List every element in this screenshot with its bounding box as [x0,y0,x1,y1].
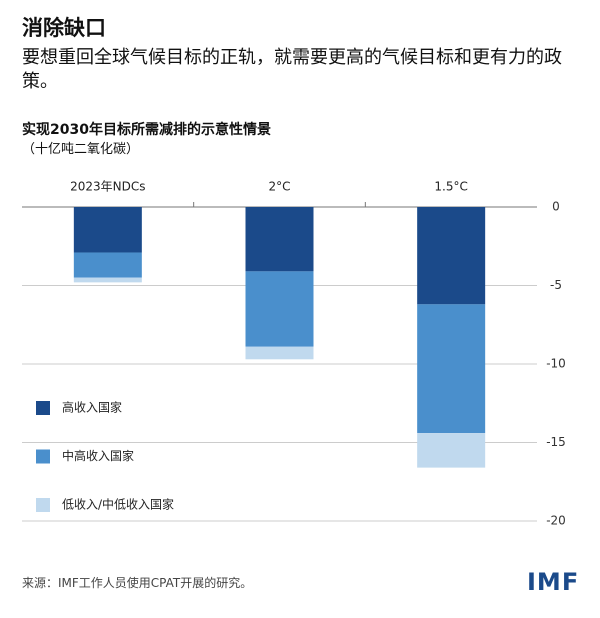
bar-segment [73,207,142,253]
legend-swatch [36,401,50,415]
x-tick-label: 1.5°C [434,180,467,194]
title: 消除缺口 [22,16,106,40]
legend-swatch [36,449,50,464]
bar-segment [417,207,486,305]
legend-label: 低收入/中低收入国家 [62,497,174,512]
bar-segment [73,252,142,278]
bar-segment [73,277,142,283]
legend-swatch [36,498,50,512]
y-tick-label: -20 [546,514,566,528]
legend-label: 中高收入国家 [62,448,134,463]
bar-segment [417,304,486,434]
y-tick-label: -10 [546,357,566,371]
source: 来源：IMF工作人员使用CPAT开展的研究。 [22,576,253,590]
x-tick-label: 2023年NDCs [70,180,145,194]
y-tick-label: -5 [550,278,562,292]
logo: IMF [527,568,580,596]
bar-segment [245,346,314,360]
chart-title: 实现2030年目标所需减排的示意性情景 [22,122,271,138]
x-tick-label: 2°C [268,180,290,194]
unit-label: （十亿吨二氧化碳） [22,142,140,157]
y-tick-label: -15 [546,435,566,449]
y-tick-label: 0 [552,200,560,214]
chart: 0 -5 -10 -15 -20 2023年NDCs 2°C 1.5°C 高收入国家中高收入国家… [22,180,566,528]
subtitle: 要想重回全球气候目标的正轨，就需要更高的气候目标和更有力的政策。 [22,47,562,92]
bar-segment [245,271,314,347]
legend-label: 高收入国家 [62,400,122,415]
bar-segment [245,207,314,272]
bar-segment [417,433,486,468]
